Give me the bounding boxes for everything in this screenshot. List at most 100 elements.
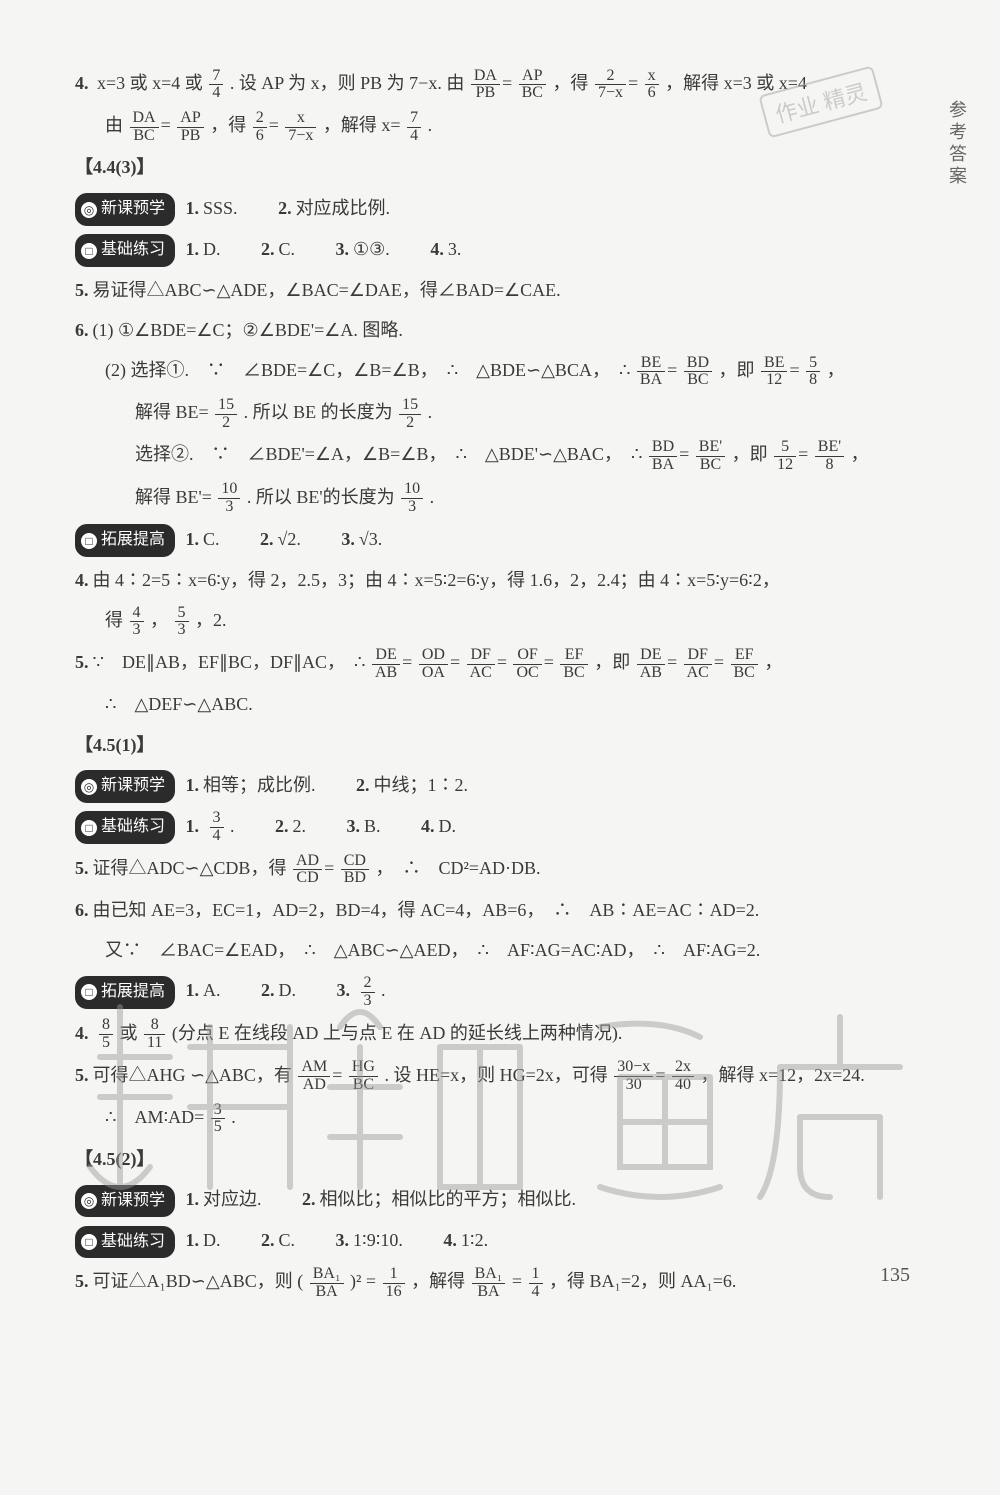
q-label: 3. bbox=[336, 239, 350, 259]
frac: 23 bbox=[361, 975, 375, 1010]
q-label: 2. bbox=[261, 980, 275, 1000]
ans: 中线；1∶2. bbox=[374, 775, 469, 795]
ans: SSS. bbox=[203, 198, 238, 218]
q6b-451: 又∵ ∠BAC=∠EAD， ∴ △ABC∽△AED， ∴ AF∶AG=AC∶AD… bbox=[75, 933, 920, 967]
q-label: 4. bbox=[75, 1023, 89, 1043]
frac: HGBC bbox=[349, 1059, 378, 1094]
frac: 27−x bbox=[595, 68, 626, 103]
q-label: 6. bbox=[75, 900, 89, 920]
ext-443: □拓展提高 1.C. 2.√2. 3.√3. bbox=[75, 522, 920, 557]
text: ，解得 bbox=[411, 1271, 465, 1291]
text: 由已知 AE=3，EC=1，AD=2，BD=4，得 AC=4，AB=6， ∴ A… bbox=[93, 900, 760, 920]
q-label: 2. bbox=[260, 529, 274, 549]
frac: BA₁BA bbox=[472, 1266, 506, 1301]
q-label: 5. bbox=[75, 1271, 89, 1291]
q-label: 3. bbox=[336, 1230, 350, 1250]
frac: EFBC bbox=[731, 647, 758, 682]
text: ，得 BA₁=2，则 AA₁=6. bbox=[549, 1271, 736, 1291]
q-label: 4. bbox=[75, 570, 89, 590]
q5-451: 5.证得△ADC∽△CDB，得 ADCD= CDBD ， ∴ CD²=AD·DB… bbox=[75, 851, 920, 887]
frac: ADCD bbox=[293, 853, 322, 888]
q-label: 1. bbox=[186, 1230, 200, 1250]
text: . bbox=[428, 402, 433, 422]
text: . bbox=[428, 115, 433, 135]
frac: DABC bbox=[130, 110, 159, 145]
ans: C. bbox=[279, 1230, 296, 1250]
q-label: 2. bbox=[261, 1230, 275, 1250]
frac: ODOA bbox=[419, 647, 448, 682]
frac: APPB bbox=[177, 110, 203, 145]
frac: 26 bbox=[253, 110, 267, 145]
q5-443: 5.易证得△ABC∽△ADE，∠BAC=∠DAE，得∠BAD=∠CAE. bbox=[75, 273, 920, 307]
frac: 152 bbox=[215, 397, 237, 432]
q-label: 4. bbox=[75, 73, 89, 93]
text: ∴ △DEF∽△ABC. bbox=[105, 694, 253, 714]
frac: 103 bbox=[218, 481, 240, 516]
text: 或 bbox=[120, 1023, 138, 1043]
frac: BDBA bbox=[649, 439, 677, 474]
pill-ext: □拓展提高 bbox=[75, 524, 175, 556]
page-content: 参考答案 作业 精灵 4. x=3 或 x=4 或 74 . 设 AP 为 x，… bbox=[0, 0, 1000, 1347]
text: ，即 bbox=[594, 652, 630, 672]
text: ，得 bbox=[552, 73, 588, 93]
base-451: □基础练习 1. 34 . 2.2. 3.B. 4.D. bbox=[75, 809, 920, 845]
text: 选择②. ∵ ∠BDE'=∠A，∠B=∠B， ∴ △BDE'∽△BAC， ∴ bbox=[135, 444, 642, 464]
q-label: 1. bbox=[186, 816, 200, 836]
q-label: 1. bbox=[186, 529, 200, 549]
frac: DFAC bbox=[467, 647, 495, 682]
q-label: 5. bbox=[75, 1065, 89, 1085]
text: )² = bbox=[350, 1271, 376, 1291]
text: 证得△ADC∽△CDB，得 bbox=[93, 858, 287, 878]
pre-452: ◎新课预学 1.对应边. 2.相似比；相似比的平方；相似比. bbox=[75, 1182, 920, 1217]
frac: CDBD bbox=[341, 853, 369, 888]
ans: A. bbox=[203, 980, 221, 1000]
ans: √2. bbox=[278, 529, 301, 549]
text: ，解得 x=12，2x=24. bbox=[700, 1065, 864, 1085]
text: ，即 bbox=[719, 360, 755, 380]
text: . bbox=[231, 1107, 236, 1127]
frac: 58 bbox=[806, 355, 820, 390]
text: (2) 选择①. ∵ ∠BDE=∠C，∠B=∠B， ∴ △BDE∽△BCA， ∴ bbox=[105, 360, 630, 380]
frac: DFAC bbox=[684, 647, 712, 682]
text: 解得 BE'= bbox=[135, 487, 212, 507]
pill-base: □基础练习 bbox=[75, 234, 175, 266]
text: . 设 HE=x，则 HG=2x，可得 bbox=[384, 1065, 607, 1085]
ans: B. bbox=[364, 816, 381, 836]
corner-label: 参考答案 bbox=[944, 100, 970, 188]
q6b-443: (2) 选择①. ∵ ∠BDE=∠C，∠B=∠B， ∴ △BDE∽△BCA， ∴… bbox=[75, 353, 920, 389]
q-label: 4. bbox=[421, 816, 435, 836]
frac: BDBC bbox=[684, 355, 712, 390]
pre-451: ◎新课预学 1.相等；成比例. 2.中线；1∶2. bbox=[75, 768, 920, 803]
frac: BE12 bbox=[761, 355, 787, 390]
ans: 2. bbox=[293, 816, 307, 836]
pill-base: □基础练习 bbox=[75, 811, 175, 843]
q-label: 1. bbox=[186, 775, 200, 795]
text: 可得△AHG ∽△ABC，有 bbox=[93, 1065, 292, 1085]
text: . 所以 BE'的长度为 bbox=[247, 487, 395, 507]
q6e-443: 解得 BE'= 103 . 所以 BE'的长度为 103 . bbox=[75, 480, 920, 516]
ans: . bbox=[381, 980, 386, 1000]
ans: 相似比；相似比的平方；相似比. bbox=[320, 1189, 577, 1209]
text: x=3 或 x=4 或 bbox=[97, 73, 203, 93]
text: ∴ AM∶AD= bbox=[105, 1107, 204, 1127]
text: 又∵ ∠BAC=∠EAD， ∴ △ABC∽△AED， ∴ AF∶AG=AC∶AD… bbox=[105, 940, 760, 960]
page-number: 135 bbox=[880, 1264, 910, 1287]
text: ，得 bbox=[210, 115, 246, 135]
frac: APBC bbox=[519, 68, 546, 103]
frac: 34 bbox=[210, 810, 224, 845]
frac: x7−x bbox=[285, 110, 316, 145]
frac: x6 bbox=[645, 68, 659, 103]
pre-443: ◎新课预学 1.SSS. 2.对应成比例. bbox=[75, 191, 920, 226]
pill-ext: □拓展提高 bbox=[75, 976, 175, 1008]
frac: OFOC bbox=[513, 647, 541, 682]
text: ， bbox=[851, 444, 869, 464]
ans: 对应成比例. bbox=[296, 198, 391, 218]
ext451-5a: 5.可得△AHG ∽△ABC，有 AMAD= HGBC . 设 HE=x，则 H… bbox=[75, 1058, 920, 1094]
q-label: 6. bbox=[75, 320, 89, 340]
text: ，解得 x= bbox=[323, 115, 401, 135]
q-label: 3. bbox=[341, 529, 355, 549]
text: 解得 BE= bbox=[135, 402, 209, 422]
ans: 1∶9∶10. bbox=[353, 1230, 403, 1250]
frac: 53 bbox=[175, 605, 189, 640]
frac: 2x40 bbox=[672, 1059, 694, 1094]
